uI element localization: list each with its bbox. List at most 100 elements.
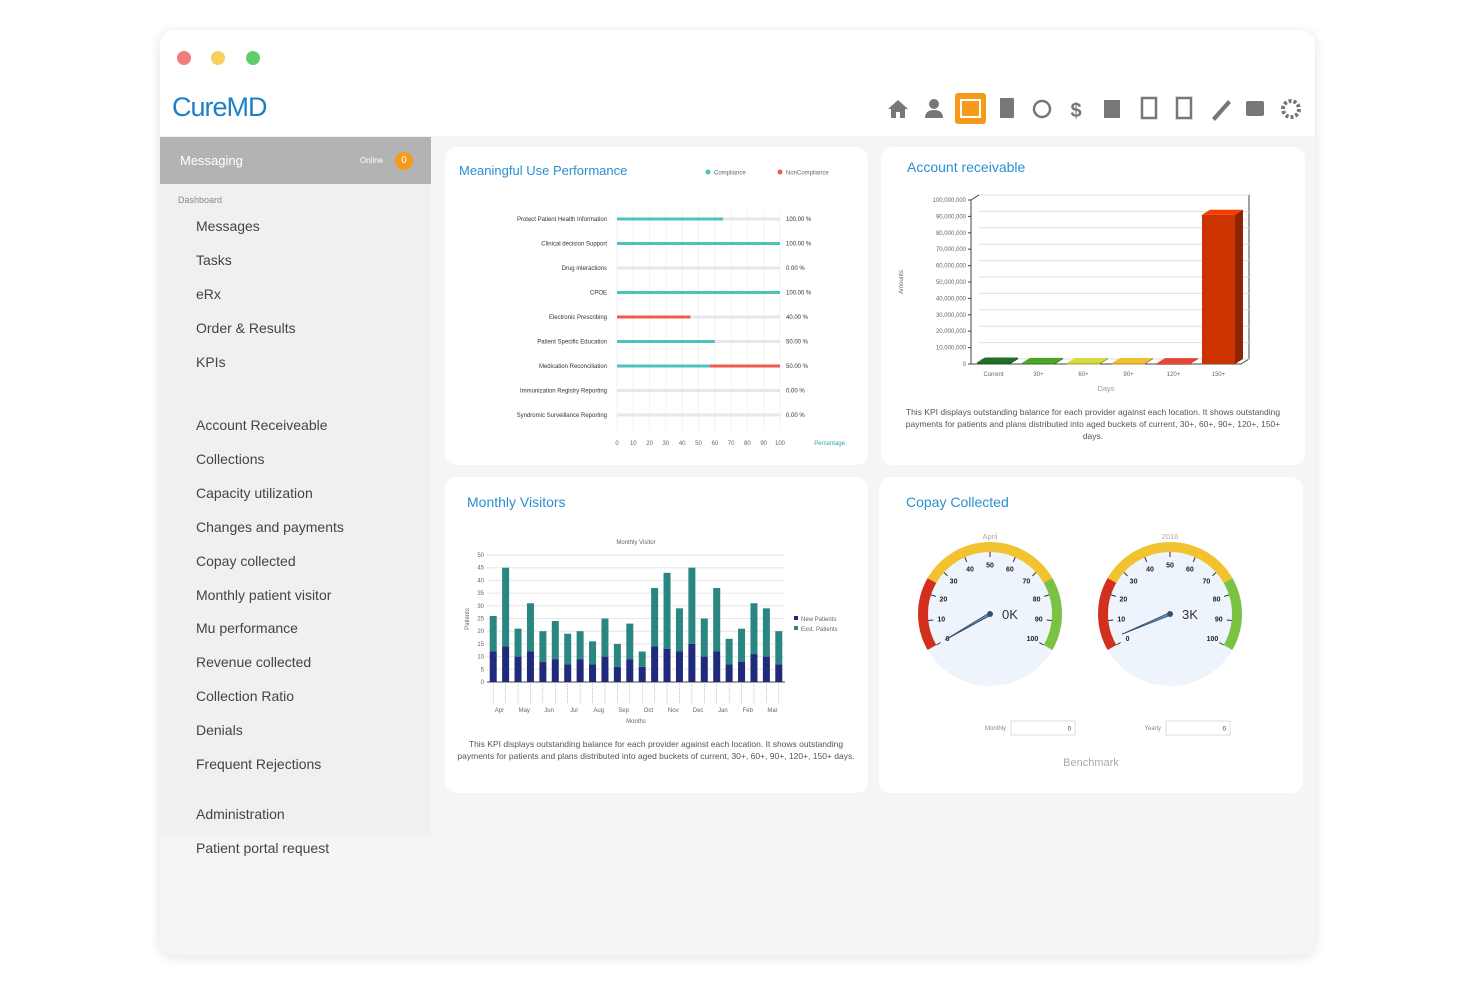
bar xyxy=(564,664,572,682)
bar xyxy=(762,608,770,657)
film-icon[interactable] xyxy=(1175,96,1193,120)
tools-icon[interactable] xyxy=(1212,100,1231,121)
gauge-tick xyxy=(1192,557,1196,563)
gauge-tick-label: 100 xyxy=(1027,636,1039,643)
bar xyxy=(738,628,746,662)
home-icon[interactable] xyxy=(888,100,908,118)
bar-side xyxy=(1055,357,1063,364)
settings-icon[interactable] xyxy=(1281,99,1301,119)
percent-label: 0.00 % xyxy=(786,413,805,419)
input-box[interactable] xyxy=(1165,720,1231,736)
x-tick-label: 20 xyxy=(646,441,653,447)
gauge-tick-label: 20 xyxy=(1119,596,1127,603)
description: This KPI displays outstanding balance fo… xyxy=(457,739,855,761)
gauge-tick xyxy=(936,642,941,646)
panel-title: Account receivable xyxy=(907,159,1026,175)
kpi-item[interactable]: Account Receiveable xyxy=(196,417,328,433)
calendar-active[interactable] xyxy=(955,93,986,124)
y-tick-label: 0 xyxy=(963,362,967,368)
billing-icon[interactable]: $ xyxy=(1070,100,1081,122)
gauge-tick xyxy=(1039,642,1044,646)
close-dot[interactable] xyxy=(177,51,191,65)
legend-label: Compliance xyxy=(714,171,746,177)
brand-logo: CureMD xyxy=(172,92,268,122)
y-tick-label: 5 xyxy=(481,667,485,673)
nav-item[interactable]: Tasks xyxy=(196,252,232,268)
nav-item[interactable]: KPIs xyxy=(196,354,226,370)
row-label: Medication Reconciliation xyxy=(539,364,607,370)
kpi-item[interactable]: Capacity utilization xyxy=(196,484,313,501)
kpi-item[interactable]: Monthly patient visitor xyxy=(196,586,332,603)
gauge-tick xyxy=(1116,642,1121,646)
row-label: Syndromic Surveillance Reporting xyxy=(517,413,607,419)
nav-item[interactable]: Patient portal request xyxy=(196,840,330,856)
bar xyxy=(526,603,534,652)
bar xyxy=(663,648,671,682)
x-tick-label: Dec xyxy=(693,708,704,714)
kpi-item[interactable]: Frequent Rejections xyxy=(196,756,322,772)
bar-side xyxy=(1010,357,1018,364)
gauge-tick-label: 70 xyxy=(1203,579,1211,586)
nav-item[interactable]: Administration xyxy=(196,806,285,822)
input-label: Monthly xyxy=(985,726,1006,732)
bar-side xyxy=(1190,358,1198,364)
report-icon[interactable] xyxy=(1104,100,1120,118)
kpi-item[interactable]: Collection Ratio xyxy=(196,688,295,705)
kpi-item[interactable]: Mu performance xyxy=(196,620,298,637)
mv-panel: Monthly Visitors Monthly Visitor 0 5 10 15 20… xyxy=(445,477,868,793)
bar-top xyxy=(977,357,1018,363)
y-tick-label: 10,000,000 xyxy=(936,346,967,352)
bar xyxy=(576,631,584,660)
y-tick-label: 70,000,000 xyxy=(936,247,967,253)
kpi-item[interactable]: Changes and payments xyxy=(196,518,344,535)
gauge-tick-label: 90 xyxy=(1035,617,1043,624)
bar xyxy=(601,618,609,657)
kpi-item[interactable]: Denials xyxy=(196,722,243,739)
bar xyxy=(700,618,708,657)
toolbar-icons: $ xyxy=(888,93,1301,124)
bar xyxy=(638,666,646,682)
x-tick-label: Jul xyxy=(570,708,578,714)
bar xyxy=(502,567,510,647)
gauge-tick-label: 10 xyxy=(937,617,945,624)
toolbar: $ xyxy=(888,93,1301,124)
sidebar: Messaging Online 0 Dashboard Messages Tas… xyxy=(160,136,431,856)
legend-swatch xyxy=(705,169,711,175)
bar xyxy=(675,651,683,682)
y-tick-label: 30 xyxy=(477,604,484,610)
kpi-item[interactable]: Revenue collected xyxy=(196,654,312,671)
x-axis-label: Percentage xyxy=(814,441,845,447)
bar-side xyxy=(1100,358,1108,364)
book-icon[interactable] xyxy=(1140,96,1158,120)
bar xyxy=(514,656,522,682)
kpi-item[interactable]: Collections xyxy=(196,450,265,467)
gauge-band xyxy=(1223,578,1242,650)
y-axis-label: Amounts xyxy=(899,270,905,294)
row-label: Immunization Registry Reporting xyxy=(520,389,607,395)
gauge-tick xyxy=(928,619,934,621)
clock-icon[interactable] xyxy=(1032,99,1052,119)
nav-item[interactable]: Order & Results xyxy=(196,320,296,336)
gauge-value: 3K xyxy=(1182,607,1198,622)
input-box[interactable] xyxy=(1010,720,1076,736)
bar xyxy=(1202,214,1235,364)
x-tick-label: 0 xyxy=(615,441,619,447)
kpi-item[interactable]: Copay collected xyxy=(196,552,296,569)
percent-label: 100.00 % xyxy=(786,291,812,297)
user-icon[interactable] xyxy=(929,99,939,109)
maximize-dot[interactable] xyxy=(246,51,260,65)
panel-title: Meaningful Use Performance xyxy=(459,163,627,178)
y-axis-label: Patients xyxy=(465,608,471,630)
bar xyxy=(526,651,534,682)
x-tick-label: 90+ xyxy=(1123,372,1134,378)
gauge-tick-label: 80 xyxy=(1213,596,1221,603)
camera-icon[interactable] xyxy=(1246,101,1264,116)
x-tick-label: 30+ xyxy=(1033,372,1044,378)
x-tick-label: 60+ xyxy=(1078,372,1089,378)
bar xyxy=(601,656,609,682)
nav-item[interactable]: eRx xyxy=(196,286,221,302)
nav-item[interactable]: Messages xyxy=(196,218,260,234)
doc-icon[interactable] xyxy=(1000,98,1014,118)
minimize-dot[interactable] xyxy=(211,51,225,65)
status-text: Online xyxy=(360,156,384,165)
